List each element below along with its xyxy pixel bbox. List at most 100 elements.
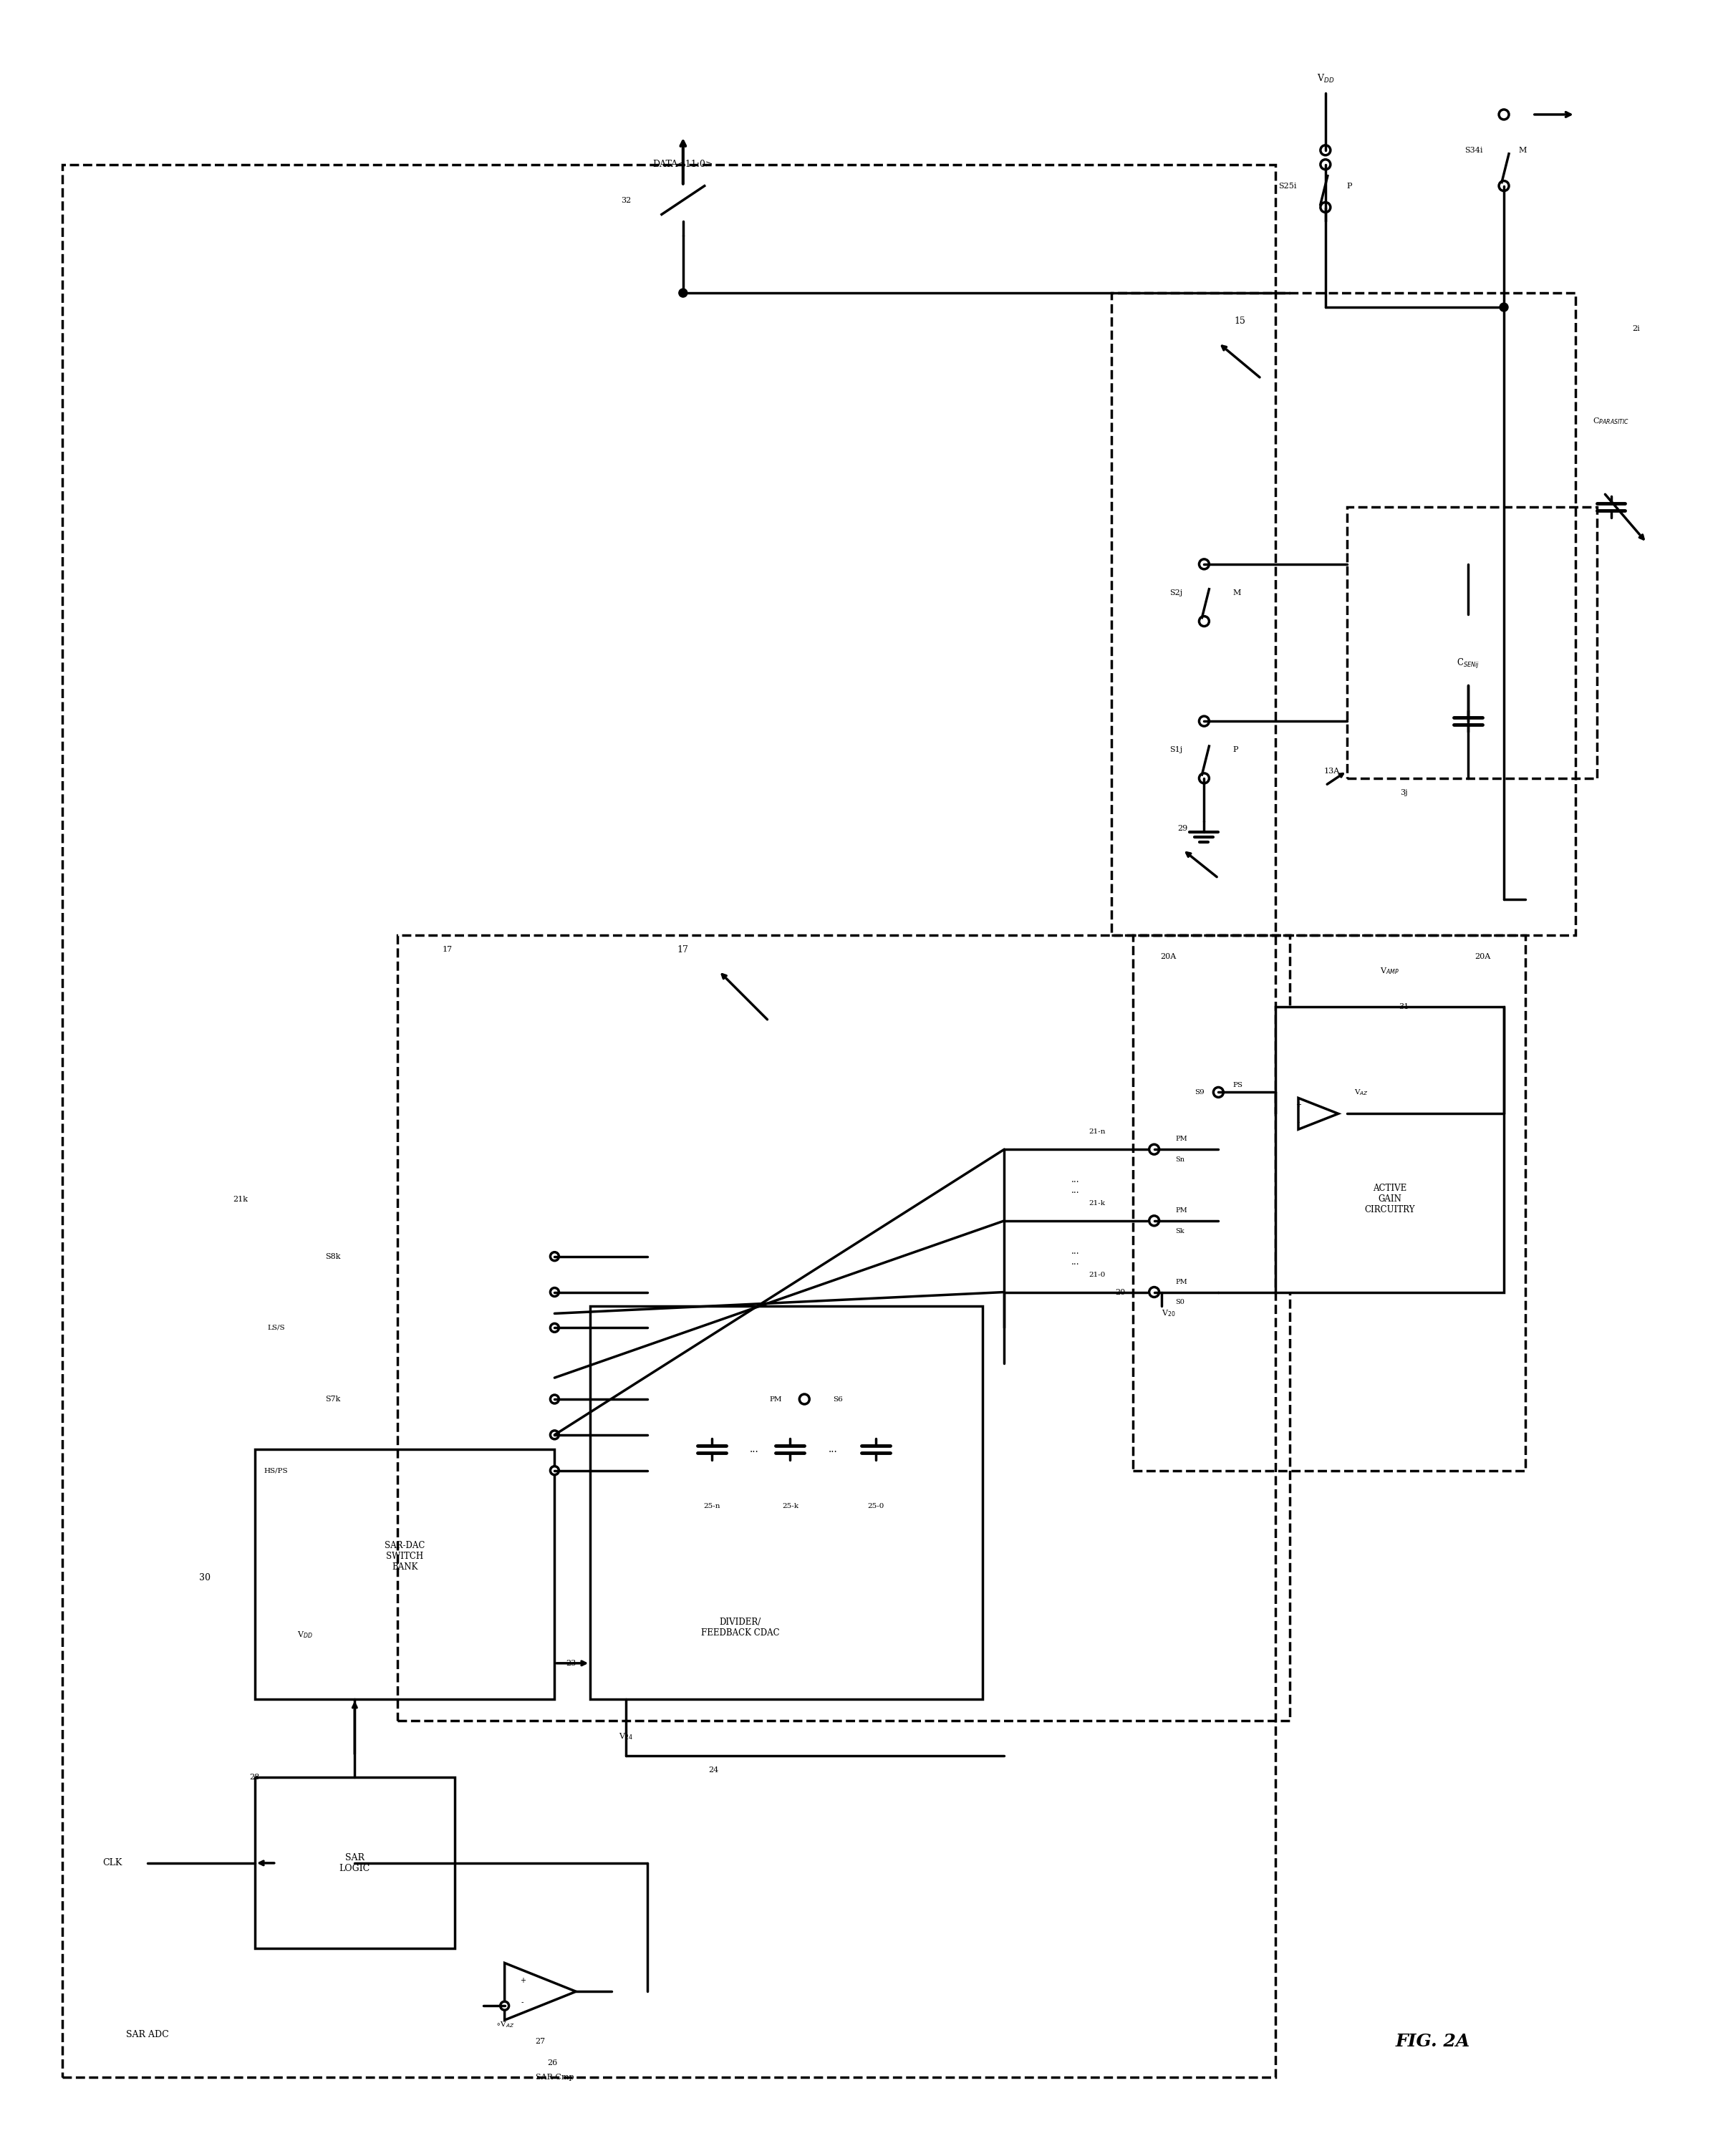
Text: S2j: S2j bbox=[1170, 589, 1182, 597]
Text: 17: 17 bbox=[443, 946, 453, 953]
Text: ACTIVE
GAIN
CIRCUITRY: ACTIVE GAIN CIRCUITRY bbox=[1365, 1184, 1415, 1214]
Text: 31: 31 bbox=[1399, 1003, 1409, 1011]
Text: PM: PM bbox=[1175, 1207, 1187, 1214]
Polygon shape bbox=[505, 1962, 575, 2020]
Text: 17: 17 bbox=[677, 944, 689, 955]
Text: V$_{20}$: V$_{20}$ bbox=[1161, 1309, 1175, 1319]
Text: 30: 30 bbox=[200, 1574, 210, 1583]
Text: 21-0: 21-0 bbox=[1089, 1272, 1106, 1279]
Text: ...
...: ... ... bbox=[1072, 1246, 1080, 1266]
Circle shape bbox=[550, 1395, 558, 1404]
Text: S7k: S7k bbox=[326, 1395, 341, 1404]
Text: PS: PS bbox=[1232, 1082, 1242, 1089]
Text: DIVIDER/
FEEDBACK CDAC: DIVIDER/ FEEDBACK CDAC bbox=[701, 1617, 779, 1639]
Bar bbox=[1111, 293, 1575, 936]
Text: 25-k: 25-k bbox=[782, 1503, 798, 1509]
Text: C$_{SENij}$: C$_{SENij}$ bbox=[1456, 658, 1480, 671]
Circle shape bbox=[1199, 774, 1210, 783]
Text: 3j: 3j bbox=[1401, 789, 1408, 796]
Text: M: M bbox=[1518, 147, 1527, 153]
Text: -: - bbox=[1297, 1119, 1299, 1125]
Circle shape bbox=[1199, 558, 1210, 569]
Polygon shape bbox=[1299, 1097, 1339, 1130]
Circle shape bbox=[1499, 181, 1509, 192]
Text: DATA<11:0>: DATA<11:0> bbox=[653, 160, 713, 168]
Text: CLK: CLK bbox=[102, 1858, 122, 1867]
Text: PM: PM bbox=[1175, 1136, 1187, 1143]
Text: +: + bbox=[1296, 1102, 1301, 1108]
Text: P: P bbox=[1232, 746, 1239, 752]
Text: ...: ... bbox=[750, 1445, 760, 1453]
Text: Sk: Sk bbox=[1175, 1229, 1185, 1235]
Text: SAR-DAC
SWITCH
BANK: SAR-DAC SWITCH BANK bbox=[384, 1542, 426, 1572]
Text: 27: 27 bbox=[536, 2037, 546, 2046]
Circle shape bbox=[1499, 110, 1509, 119]
Circle shape bbox=[1320, 144, 1330, 155]
Text: 21-n: 21-n bbox=[1089, 1128, 1106, 1134]
Text: -: - bbox=[520, 1999, 524, 2005]
Circle shape bbox=[799, 1395, 810, 1404]
Bar bbox=[1132, 936, 1525, 1470]
Text: V$_{AMP}$: V$_{AMP}$ bbox=[1380, 966, 1399, 977]
Bar bbox=[1347, 507, 1597, 778]
Text: S34i: S34i bbox=[1465, 147, 1482, 153]
Text: C$_{PARASITIC}$: C$_{PARASITIC}$ bbox=[1592, 416, 1630, 427]
Text: 28: 28 bbox=[250, 1774, 260, 1781]
Text: P: P bbox=[1347, 183, 1353, 190]
Circle shape bbox=[1320, 160, 1330, 170]
Circle shape bbox=[1149, 1287, 1160, 1298]
Text: 25-n: 25-n bbox=[703, 1503, 720, 1509]
Text: +: + bbox=[520, 1977, 526, 1984]
Circle shape bbox=[1213, 1087, 1223, 1097]
Circle shape bbox=[550, 1324, 558, 1332]
Text: 23: 23 bbox=[565, 1660, 575, 1667]
Text: 26: 26 bbox=[548, 2059, 558, 2065]
Text: 20: 20 bbox=[1115, 1289, 1125, 1296]
Text: 24: 24 bbox=[708, 1766, 718, 1774]
Circle shape bbox=[500, 2001, 508, 2009]
Text: ...: ... bbox=[829, 1445, 837, 1453]
Text: FIG. 2A: FIG. 2A bbox=[1396, 2033, 1470, 2050]
Text: SAR
LOGIC: SAR LOGIC bbox=[339, 1852, 370, 1874]
Text: PM: PM bbox=[1175, 1279, 1187, 1285]
Circle shape bbox=[550, 1432, 558, 1438]
Circle shape bbox=[679, 289, 687, 298]
Text: S9: S9 bbox=[1194, 1089, 1204, 1095]
Circle shape bbox=[1199, 716, 1210, 727]
Circle shape bbox=[1320, 203, 1330, 211]
Bar bbox=[1275, 1007, 1504, 1291]
Text: Sn: Sn bbox=[1175, 1156, 1185, 1162]
Text: 13A: 13A bbox=[1323, 768, 1340, 774]
Text: 29: 29 bbox=[1177, 824, 1187, 832]
Text: SAR Cmp: SAR Cmp bbox=[536, 2074, 574, 2081]
Text: S1j: S1j bbox=[1170, 746, 1182, 752]
Text: $\circ$V$_{AZ}$: $\circ$V$_{AZ}$ bbox=[495, 2020, 513, 2029]
Text: 21k: 21k bbox=[233, 1197, 248, 1203]
Text: 2i: 2i bbox=[1632, 326, 1640, 332]
Text: V$_{AZ}$: V$_{AZ}$ bbox=[1354, 1087, 1368, 1097]
Text: S6: S6 bbox=[832, 1395, 843, 1401]
Circle shape bbox=[1149, 1216, 1160, 1227]
Circle shape bbox=[550, 1287, 558, 1296]
Circle shape bbox=[1149, 1145, 1160, 1153]
Text: 15: 15 bbox=[1234, 317, 1246, 326]
Circle shape bbox=[1499, 304, 1508, 310]
Bar bbox=[255, 1777, 455, 1949]
Bar bbox=[62, 164, 1275, 2076]
Text: 32: 32 bbox=[620, 196, 631, 205]
Text: S25i: S25i bbox=[1278, 183, 1297, 190]
Circle shape bbox=[550, 1466, 558, 1475]
Text: M: M bbox=[1232, 589, 1241, 597]
Bar bbox=[255, 1449, 555, 1699]
Text: 21-k: 21-k bbox=[1089, 1201, 1104, 1207]
Text: V$_{DD}$: V$_{DD}$ bbox=[296, 1630, 312, 1639]
Text: ...
...: ... ... bbox=[1072, 1175, 1080, 1194]
Bar bbox=[398, 936, 1291, 1720]
Text: PM: PM bbox=[770, 1395, 782, 1401]
Text: SAR ADC: SAR ADC bbox=[126, 2029, 169, 2040]
Text: S0: S0 bbox=[1175, 1300, 1185, 1307]
Text: 20A: 20A bbox=[1475, 953, 1490, 959]
Bar bbox=[591, 1307, 982, 1699]
Circle shape bbox=[550, 1253, 558, 1261]
Circle shape bbox=[1199, 617, 1210, 625]
